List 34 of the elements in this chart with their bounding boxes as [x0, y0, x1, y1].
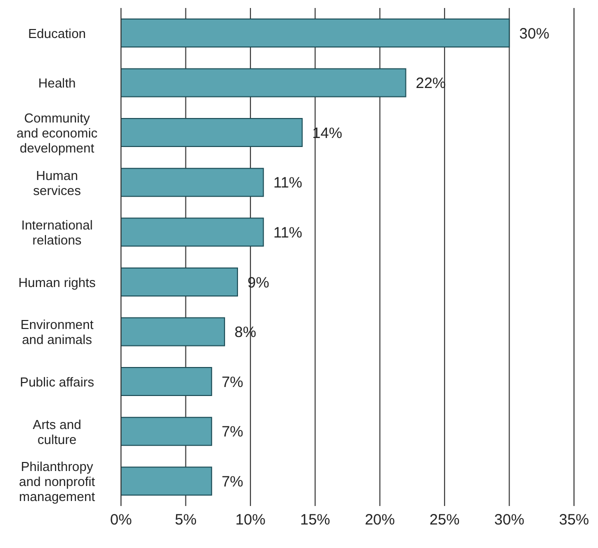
- bar: [121, 367, 212, 396]
- data-label: 7%: [222, 473, 244, 490]
- bar: [121, 218, 264, 247]
- data-label: 11%: [273, 224, 302, 242]
- data-label: 7%: [222, 374, 244, 391]
- bar: [121, 317, 226, 346]
- y-tick-label: Human rights: [18, 274, 96, 290]
- x-tick-label: 0%: [110, 512, 132, 529]
- y-tick-label: Community and economic development: [16, 110, 98, 155]
- y-tick-label: Arts and culture: [32, 416, 82, 446]
- bar: [121, 416, 212, 446]
- bar: [121, 68, 406, 98]
- x-tick-label: 35%: [558, 512, 590, 529]
- y-tick-label: International relations: [21, 217, 93, 248]
- x-tick-label: 30%: [494, 512, 524, 529]
- y-tick-label: Public affairs: [20, 374, 95, 389]
- x-tick-label: 5%: [174, 512, 197, 529]
- bar: [121, 466, 212, 496]
- y-tick-label: Human services: [33, 167, 82, 198]
- bar: [121, 18, 510, 48]
- x-tick-label: 10%: [235, 512, 266, 529]
- y-tick-label: Philanthropy and nonprofit management: [19, 458, 96, 504]
- x-tick-label: 25%: [430, 512, 460, 529]
- bar: [121, 118, 303, 148]
- data-label: 11%: [273, 174, 302, 192]
- bar: [121, 168, 264, 197]
- data-label: 7%: [222, 424, 244, 441]
- bar: [121, 267, 238, 296]
- x-tick-label: 15%: [300, 512, 330, 529]
- y-tick-label: Environment and animals: [20, 316, 94, 347]
- y-tick-label: Education: [28, 25, 86, 40]
- x-tick-label: 20%: [364, 512, 395, 529]
- data-label: 30%: [519, 25, 550, 42]
- y-tick-label: Health: [38, 75, 76, 90]
